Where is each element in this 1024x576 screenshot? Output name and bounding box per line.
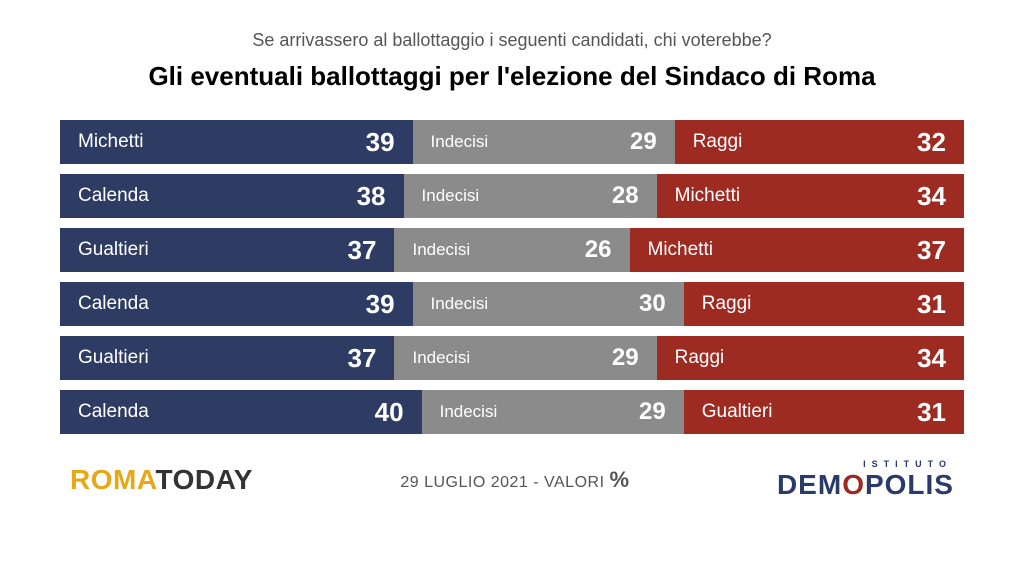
bar-row: Gualtieri 37 Indecisi 29 Raggi 34 [60,336,964,380]
segment-value: 29 [639,398,666,426]
segment-value: 32 [917,127,946,158]
segment-label: Gualtieri [78,347,149,369]
bar-segment-left: Calenda 38 [60,174,404,218]
bar-segment-right: Michetti 37 [630,228,964,272]
segment-label: Michetti [78,131,143,153]
segment-value: 31 [917,397,946,428]
bar-segment-left: Michetti 39 [60,120,413,164]
bar-segment-left: Calenda 39 [60,282,413,326]
logo-polis: POLIS [865,469,954,500]
bar-row: Calenda 39 Indecisi 30 Raggi 31 [60,282,964,326]
segment-value: 28 [612,182,639,210]
segment-value: 26 [585,236,612,264]
segment-label: Calenda [78,401,149,423]
bar-segment-left: Gualtieri 37 [60,228,394,272]
segment-label: Calenda [78,293,149,315]
bar-segment-mid: Indecisi 26 [394,228,629,272]
logo-dem: DEM [777,469,842,500]
segment-value: 39 [366,289,395,320]
segment-value: 37 [348,343,377,374]
bar-segment-mid: Indecisi 30 [413,282,684,326]
segment-label: Indecisi [412,240,470,260]
footer: ROMATODAY 29 LUGLIO 2021 - VALORI % ISTI… [60,460,964,499]
footer-date: 29 LUGLIO 2021 - VALORI % [400,467,629,493]
bar-segment-right: Raggi 34 [657,336,964,380]
bar-segment-mid: Indecisi 29 [394,336,656,380]
logo-o: O [842,469,865,500]
segment-label: Raggi [675,347,725,369]
segment-value: 37 [348,235,377,266]
footer-pct: % [609,467,629,492]
chart-title: Gli eventuali ballottaggi per l'elezione… [148,61,875,92]
segment-value: 34 [917,343,946,374]
segment-label: Indecisi [412,348,470,368]
bar-row: Michetti 39 Indecisi 29 Raggi 32 [60,120,964,164]
bar-row: Calenda 38 Indecisi 28 Michetti 34 [60,174,964,218]
logo-roma: ROMA [70,464,155,495]
logo-demopolis: DEMOPOLIS [777,471,954,499]
bar-segment-left: Calenda 40 [60,390,422,434]
segment-label: Indecisi [431,132,489,152]
segment-value: 29 [612,344,639,372]
bar-row: Gualtieri 37 Indecisi 26 Michetti 37 [60,228,964,272]
segment-value: 39 [366,127,395,158]
segment-label: Indecisi [422,186,480,206]
segment-value: 31 [917,289,946,320]
segment-label: Raggi [702,293,752,315]
segment-value: 40 [375,397,404,428]
bar-segment-right: Raggi 31 [684,282,964,326]
chart-subtitle: Se arrivassero al ballottaggio i seguent… [252,30,771,51]
segment-label: Indecisi [440,402,498,422]
segment-value: 34 [917,181,946,212]
bar-segment-right: Raggi 32 [675,120,964,164]
segment-value: 29 [630,128,657,156]
segment-value: 30 [639,290,666,318]
bar-row: Calenda 40 Indecisi 29 Gualtieri 31 [60,390,964,434]
footer-date-text: 29 LUGLIO 2021 - VALORI [400,474,609,491]
segment-value: 38 [357,181,386,212]
romatoday-logo: ROMATODAY [70,464,253,496]
segment-label: Michetti [648,239,713,261]
stacked-bar-chart: Michetti 39 Indecisi 29 Raggi 32 Calenda 38 Inde… [60,120,964,434]
segment-label: Raggi [693,131,743,153]
segment-value: 37 [917,235,946,266]
bar-segment-left: Gualtieri 37 [60,336,394,380]
logo-istituto: ISTITUTO [863,460,954,469]
logo-today: TODAY [155,464,252,495]
segment-label: Gualtieri [702,401,773,423]
bar-segment-mid: Indecisi 29 [422,390,684,434]
segment-label: Calenda [78,185,149,207]
bar-segment-mid: Indecisi 29 [413,120,675,164]
bar-segment-right: Gualtieri 31 [684,390,964,434]
segment-label: Indecisi [431,294,489,314]
segment-label: Michetti [675,185,740,207]
bar-segment-mid: Indecisi 28 [404,174,657,218]
segment-label: Gualtieri [78,239,149,261]
demopolis-logo: ISTITUTO DEMOPOLIS [777,460,954,499]
bar-segment-right: Michetti 34 [657,174,964,218]
